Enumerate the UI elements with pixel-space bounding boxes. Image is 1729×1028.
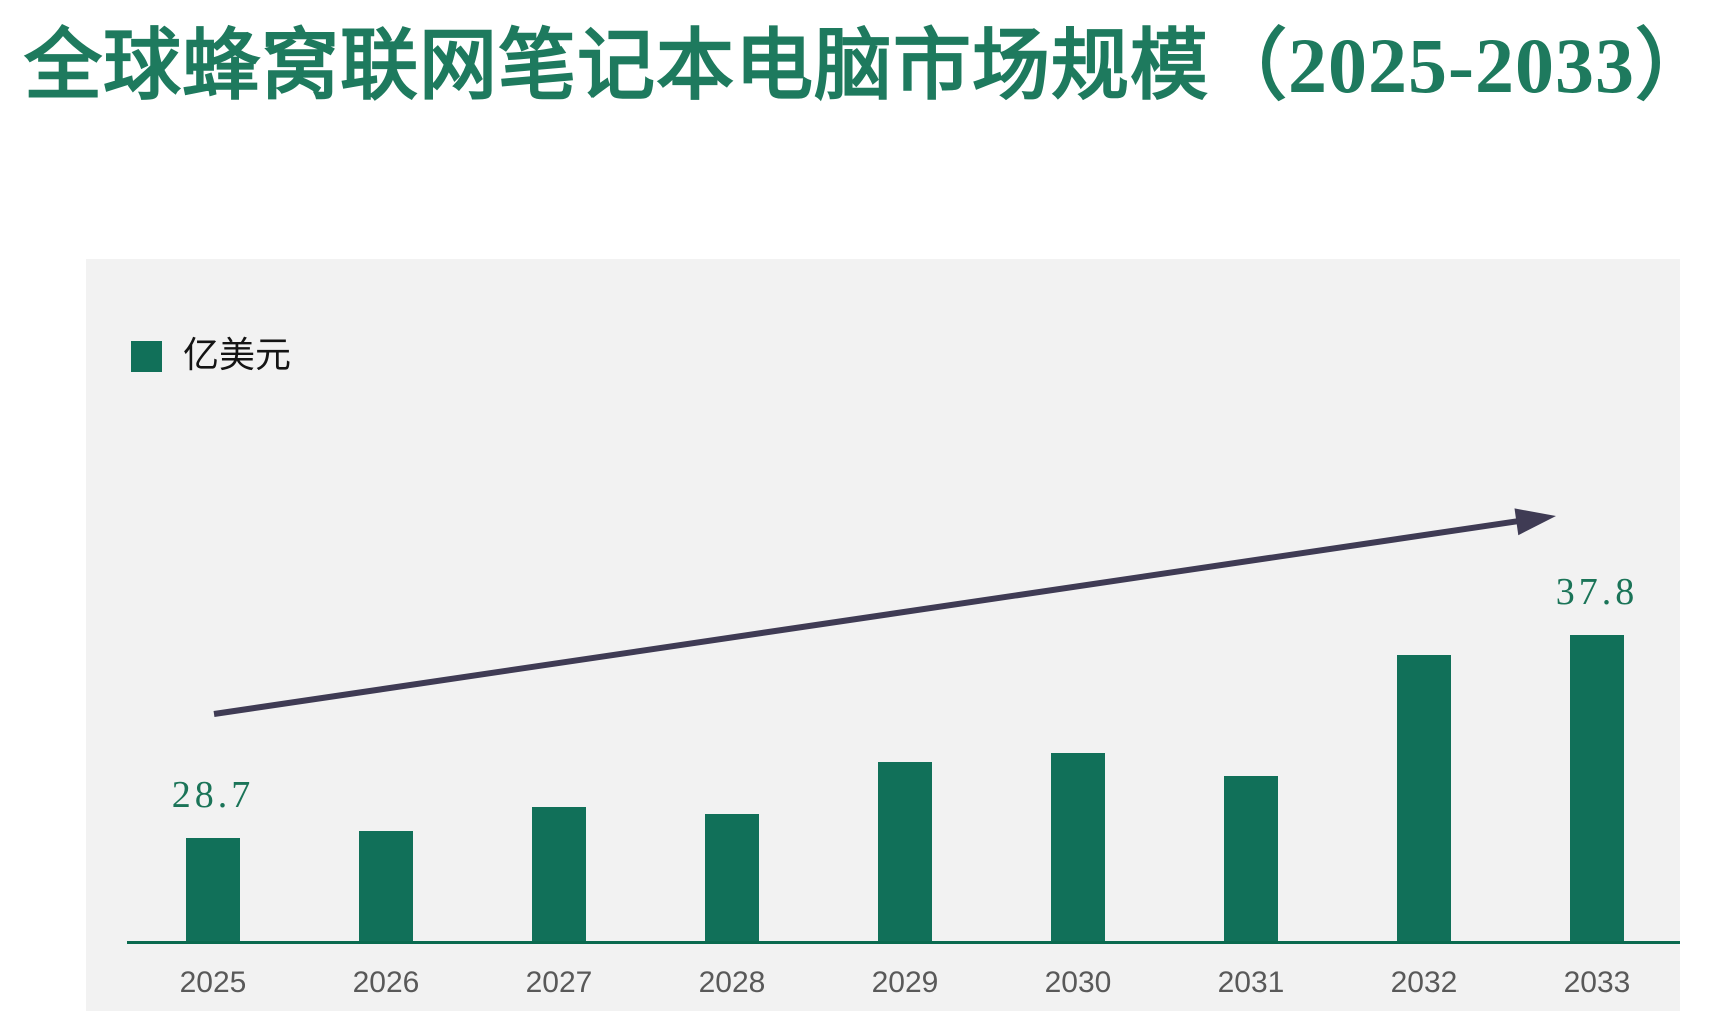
legend: 亿美元 bbox=[131, 334, 291, 376]
x-axis-label-2030: 2030 bbox=[1044, 966, 1112, 999]
bar-2025 bbox=[186, 838, 240, 943]
legend-swatch-icon bbox=[131, 340, 162, 372]
chart-title: 全球蜂窝联网笔记本电脑市场规模（2025-2033） bbox=[24, 22, 1714, 109]
data-label-2033: 37.8 bbox=[1555, 571, 1639, 614]
legend-label: 亿美元 bbox=[183, 335, 292, 375]
data-label-2025: 28.7 bbox=[171, 774, 255, 817]
x-axis-label-2025: 2025 bbox=[179, 966, 247, 999]
bar-2032 bbox=[1397, 655, 1451, 943]
x-axis-label-2032: 2032 bbox=[1390, 966, 1458, 999]
x-axis-label-2026: 2026 bbox=[352, 966, 420, 999]
x-axis-label-2033: 2033 bbox=[1563, 966, 1631, 999]
x-axis-label-2031: 2031 bbox=[1217, 966, 1285, 999]
x-axis-label-2029: 2029 bbox=[871, 966, 939, 999]
bar-2027 bbox=[532, 806, 586, 943]
bar-2030 bbox=[1051, 753, 1105, 943]
chart-panel: 亿美元 2025 28.7 2026 2027 2028 2029 2030 2031 2032… bbox=[86, 259, 1680, 1011]
x-axis-line bbox=[127, 941, 1680, 944]
bar-2033 bbox=[1570, 635, 1624, 943]
x-axis-label-2027: 2027 bbox=[525, 966, 593, 999]
bar-2028 bbox=[705, 813, 759, 943]
plot-area: 2025 28.7 2026 2027 2028 2029 2030 2031 2032 2033… bbox=[86, 259, 1680, 1011]
x-axis-label-2028: 2028 bbox=[698, 966, 766, 999]
bar-2026 bbox=[359, 831, 413, 943]
bar-2031 bbox=[1224, 775, 1278, 943]
bar-2029 bbox=[878, 762, 932, 943]
